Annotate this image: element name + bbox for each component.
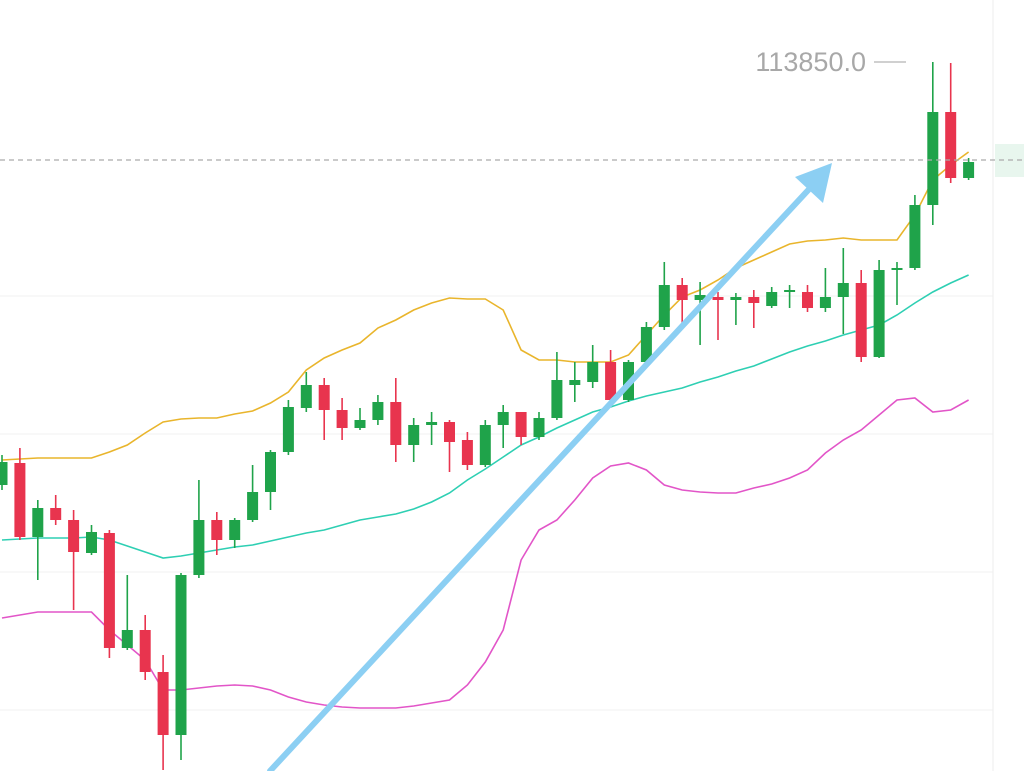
candle-body (68, 520, 80, 552)
candle-body (265, 452, 276, 492)
candle-body (121, 630, 133, 648)
candle-body (945, 112, 957, 178)
candle-body (175, 575, 187, 735)
candle-body (533, 418, 545, 437)
candle-body (819, 297, 831, 308)
candle-body (712, 297, 724, 300)
candle-body (855, 283, 867, 357)
candle-body (909, 205, 921, 268)
indicator-line (1, 151, 970, 461)
candle-body (318, 385, 330, 410)
candle-body (282, 407, 294, 452)
candle-body (247, 492, 259, 520)
candle-body (426, 422, 438, 425)
candle-body (927, 112, 939, 205)
candle-body (640, 327, 652, 362)
candle-body (676, 285, 688, 300)
high-label: 113850.0 (755, 47, 866, 77)
candle-body (837, 283, 849, 297)
candle-body (211, 520, 223, 540)
candle-body (479, 425, 491, 465)
candle-body (372, 402, 384, 420)
candle-body (139, 630, 151, 672)
candle-body (32, 508, 44, 537)
candle-body (569, 380, 581, 385)
candle-body (605, 362, 617, 400)
candle-body (0, 462, 8, 485)
candle-body (891, 268, 903, 270)
candle-body (587, 362, 599, 382)
candle-body (748, 297, 760, 303)
candle-body (766, 292, 778, 306)
candle-body (50, 508, 62, 520)
candle-body (354, 420, 366, 428)
indicator-line (1, 274, 969, 559)
candle-body (497, 412, 509, 425)
trend-arrow (267, 163, 832, 771)
candle-body (551, 380, 563, 418)
candle-body (390, 402, 402, 445)
arrow-head (795, 163, 832, 203)
candle-body (103, 533, 115, 648)
candle-body (658, 285, 670, 327)
candles (0, 62, 975, 770)
candle-body (730, 297, 742, 300)
candle-body (963, 162, 975, 178)
candle-body (86, 532, 97, 553)
arrow-shaft (267, 183, 815, 771)
candle-body (408, 425, 420, 445)
candle-body (193, 520, 205, 575)
candle-body (515, 412, 527, 437)
candle-body (873, 270, 885, 357)
candle-body (229, 520, 241, 540)
candle-body (694, 295, 706, 300)
overlay: 113850.0 (0, 47, 1024, 161)
candle-body (14, 463, 26, 537)
candle-body (784, 290, 796, 292)
candle-body (444, 422, 455, 442)
candle-body (300, 385, 312, 408)
candle-body (461, 440, 473, 465)
candle-body (336, 410, 348, 428)
candle-body (157, 672, 169, 735)
candle-body (802, 292, 813, 308)
